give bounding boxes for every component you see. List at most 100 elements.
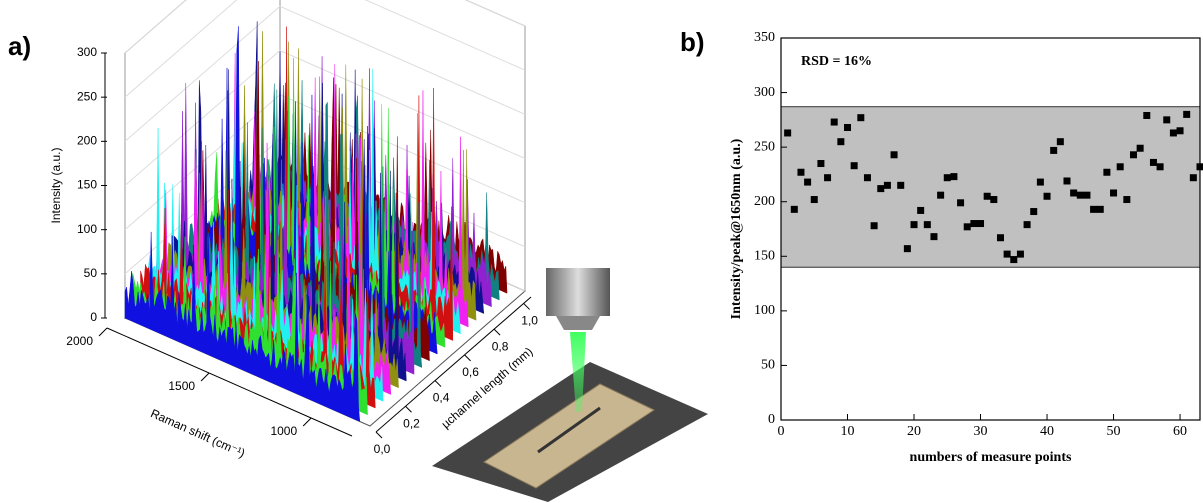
y-tick — [434, 380, 442, 387]
x-tick-label: 60 — [1173, 424, 1187, 439]
point — [1129, 151, 1137, 159]
point — [1030, 208, 1038, 216]
point — [1096, 205, 1104, 213]
point — [844, 123, 852, 131]
point — [1176, 127, 1184, 135]
y-tick-label: 1,0 — [521, 314, 538, 328]
point — [1156, 163, 1164, 171]
point — [784, 129, 792, 137]
point — [1050, 146, 1058, 154]
point — [903, 245, 911, 253]
x-tick-label: 30 — [974, 424, 988, 439]
point — [810, 196, 818, 204]
y-tick-label: 350 — [754, 30, 775, 45]
point — [863, 174, 871, 182]
point — [790, 205, 798, 213]
point — [1196, 163, 1203, 171]
point — [977, 220, 985, 228]
point — [804, 178, 812, 186]
y-tick — [375, 431, 383, 439]
objective-tip — [556, 316, 600, 330]
x-tick-label: 10 — [841, 424, 855, 439]
grid-line — [124, 5, 526, 142]
point — [1023, 221, 1031, 229]
y-tick — [523, 303, 530, 310]
x-tick-label: 50 — [1107, 424, 1121, 439]
panel-label: a) — [8, 31, 31, 61]
point — [824, 174, 832, 182]
chip — [483, 383, 656, 489]
x-tick-label: 40 — [1040, 424, 1054, 439]
point — [850, 162, 858, 170]
point — [1103, 168, 1111, 176]
y-tick — [464, 354, 471, 362]
point — [1110, 189, 1118, 197]
point — [937, 191, 945, 199]
range-band — [780, 106, 1201, 268]
y-tick-label: 0,2 — [403, 416, 420, 430]
point — [1076, 191, 1084, 199]
point — [897, 181, 905, 189]
point — [1116, 163, 1124, 171]
x-tick-label: 2000 — [66, 334, 93, 348]
z-tick-label: 300 — [77, 45, 97, 59]
y-tick-label: 0 — [768, 412, 775, 427]
point — [996, 234, 1004, 242]
point — [943, 174, 951, 182]
panel-a: a) 0 50 100 150 200 250 300 Intensity (a.u.) 200… — [8, 0, 538, 460]
x-tick — [98, 327, 108, 337]
point — [817, 160, 825, 168]
point — [1016, 250, 1024, 258]
point — [1149, 158, 1157, 166]
point — [923, 221, 931, 229]
point — [883, 181, 891, 189]
point — [837, 138, 845, 146]
point — [963, 223, 971, 231]
point — [1169, 129, 1177, 137]
annotation: RSD = 16% — [801, 54, 872, 69]
y-axis-label: Intensity/peak@1650nm (a.u.) — [729, 138, 744, 319]
z-tick-label: 0 — [90, 310, 97, 324]
x-tick — [200, 372, 210, 382]
point — [950, 173, 958, 181]
z-tick-label: 250 — [77, 89, 97, 103]
x-axis-label: Raman shift (cm⁻¹) — [149, 406, 248, 460]
x-tick-label: 0 — [778, 424, 785, 439]
plot-frame — [780, 37, 1201, 421]
point — [1083, 191, 1091, 199]
z-tick-label: 150 — [77, 178, 97, 192]
x-axis-label: numbers of measure points — [910, 450, 1072, 465]
microscope-illustration — [432, 268, 708, 502]
y-tick-label: 100 — [754, 303, 775, 318]
point — [830, 118, 838, 126]
y-tick-label: 0,8 — [492, 339, 509, 353]
y-tick-label: 150 — [754, 249, 775, 264]
y-tick-label: 250 — [754, 139, 775, 154]
point — [983, 192, 991, 200]
spectrum-illustration — [124, 231, 361, 422]
panel-b: b) 0 50 100 150 200 250 300 350 0 10 20 30 40 50 60 RSD… — [680, 27, 1203, 465]
point — [877, 185, 885, 193]
y-tick-label: 50 — [761, 358, 775, 373]
point — [1136, 144, 1144, 152]
point — [1143, 111, 1151, 119]
z-tick-label: 100 — [77, 222, 97, 236]
point — [1056, 138, 1064, 146]
y-tick-label: 0,0 — [374, 442, 391, 456]
point — [910, 221, 918, 229]
channel — [537, 406, 601, 454]
point — [1043, 192, 1051, 200]
point — [930, 233, 938, 241]
z-tick-label: 50 — [84, 266, 98, 280]
z-tick-label: 200 — [77, 134, 97, 148]
point — [890, 151, 898, 159]
point — [1063, 177, 1071, 185]
y-tick-label: 0,4 — [433, 391, 450, 405]
point — [1090, 205, 1098, 213]
x-tick — [302, 417, 312, 427]
z-axis-label: Intensity (a.u.) — [49, 147, 63, 223]
point — [1123, 196, 1131, 204]
point — [870, 222, 878, 230]
point — [1036, 178, 1044, 186]
